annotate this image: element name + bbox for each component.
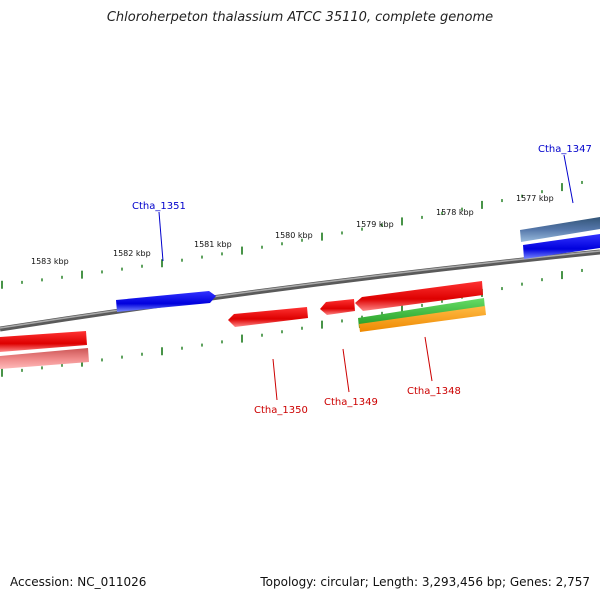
gene-ctha-1347[interactable] [523,234,600,259]
scale-label: 1582 kbp [113,249,151,258]
leader-line [563,154,574,204]
gene-ctha-1349[interactable] [320,299,355,315]
scale-label: 1583 kbp [31,257,69,266]
leader-line [158,211,164,262]
scale-label: 1580 kbp [275,231,313,240]
gene-label-ctha-1351: Ctha_1351 [132,201,186,212]
page-title: Chloroherpeton thalassium ATCC 35110, co… [106,10,494,25]
leader-line [342,348,350,393]
gene-ctha-1348[interactable] [355,281,483,311]
gene-label-ctha-1350: Ctha_1350 [254,405,308,416]
scale-label: 1579 kbp [356,220,394,229]
gene-left-red[interactable] [0,331,87,352]
gene-label-ctha-1349: Ctha_1349 [324,397,378,408]
scale-label: 1581 kbp [194,240,232,249]
gene-label-ctha-1348: Ctha_1348 [407,386,461,397]
gene-ctha-1350[interactable] [228,307,308,327]
genome-backbone-highlight [0,250,600,329]
upper-scale-ticks [1,180,583,289]
gene-ctha-1347-feature[interactable] [520,217,600,242]
gene-ctha-1348-orange-feature[interactable] [359,306,486,332]
gene-ctha-1351[interactable] [116,291,216,312]
leader-line [424,336,433,382]
leader-line [272,358,278,401]
gene-left-red-feature[interactable] [0,348,89,369]
scale-label: 1577 kbp [516,194,554,203]
genome-backbone [0,249,600,332]
scale-label: 1578 kbp [436,208,474,217]
accession-text: Accession: NC_011026 [10,575,147,589]
genome-summary-text: Topology: circular; Length: 3,293,456 bp… [260,575,590,589]
gene-label-ctha-1347: Ctha_1347 [538,144,592,155]
